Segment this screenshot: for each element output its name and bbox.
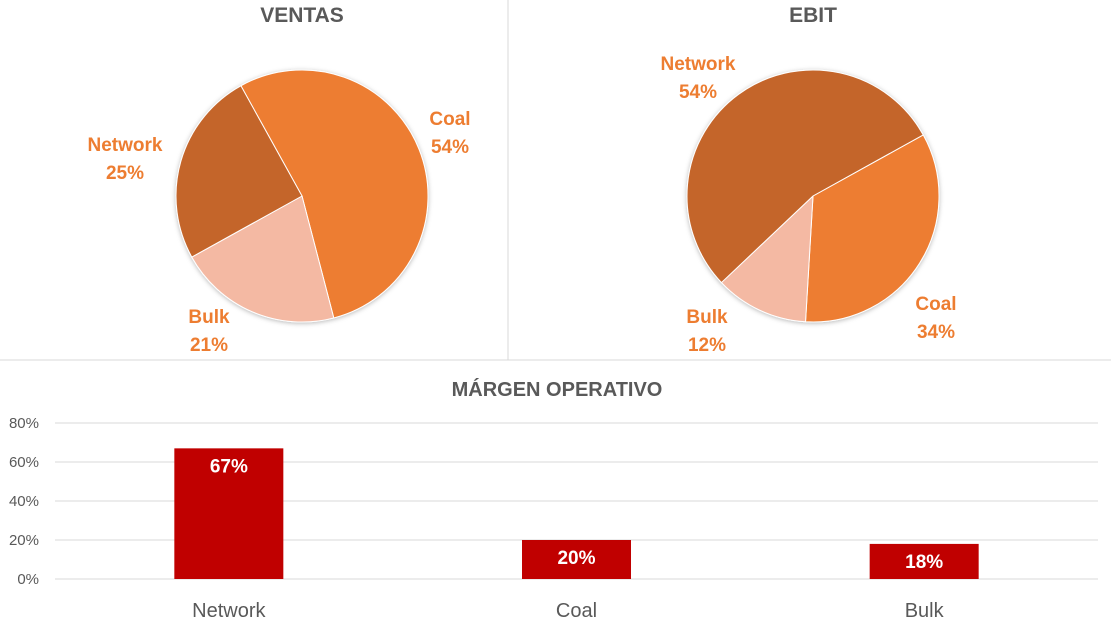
y-tick-label: 60% <box>9 454 39 471</box>
pie1-label-network-value: 25% <box>106 163 144 184</box>
pie1-slice-network <box>175 85 303 258</box>
bar-bulk <box>869 543 979 579</box>
pie-chart-ebit: EBIT Coal 34% Bulk 12% Network 54% <box>661 4 957 356</box>
pie1-label-bulk-value: 21% <box>190 335 228 356</box>
pie2-label-bulk-name: Bulk <box>686 307 728 328</box>
pie1-label-network-name: Network <box>88 135 163 156</box>
pie-title-ebit: EBIT <box>789 4 837 27</box>
pie1-slice-bulk <box>191 195 335 323</box>
x-category-label-network: Network <box>192 600 266 622</box>
pie2-slice-bulk <box>720 194 814 323</box>
bar-data-label-bulk: 18% <box>905 552 943 573</box>
pie-chart-ventas: VENTAS Coal 54% Bulk 21% Network 25% <box>88 4 471 356</box>
bar-data-label-network: 67% <box>210 456 248 477</box>
pie1-label-coal-name: Coal <box>429 109 470 130</box>
pie1-label-coal-value: 54% <box>431 137 469 158</box>
pie1-slice-coal <box>240 69 429 319</box>
x-category-label-coal: Coal <box>556 600 597 622</box>
bar-chart-title: MÁRGEN OPERATIVO <box>452 378 663 401</box>
pie2-label-bulk-value: 12% <box>688 335 726 356</box>
x-category-label-bulk: Bulk <box>905 600 945 622</box>
bar-coal <box>522 540 631 579</box>
bar-data-label-coal: 20% <box>557 548 595 569</box>
pie2-label-coal-name: Coal <box>915 294 956 315</box>
y-tick-label: 80% <box>9 415 39 432</box>
pie-title-ventas: VENTAS <box>260 4 344 27</box>
y-tick-label: 40% <box>9 493 39 510</box>
pie1-label-bulk-name: Bulk <box>188 307 230 328</box>
pie2-label-coal-value: 34% <box>917 322 955 343</box>
y-tick-label: 0% <box>17 571 39 588</box>
bar-chart-margen-operativo: MÁRGEN OPERATIVO 0% 20% 40% 60% 80% 67% 20% 18… <box>9 378 1098 622</box>
pie2-slice-network <box>686 69 924 284</box>
pie2-label-network-value: 54% <box>679 82 717 103</box>
pie2-label-network-name: Network <box>661 54 736 75</box>
y-tick-label: 20% <box>9 532 39 549</box>
bar-network <box>174 448 284 579</box>
